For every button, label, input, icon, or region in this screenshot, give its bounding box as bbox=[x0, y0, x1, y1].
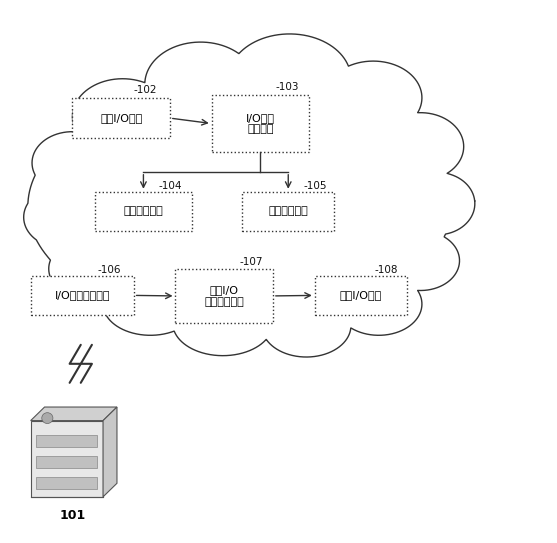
Bar bbox=[95, 192, 192, 231]
Text: -107: -107 bbox=[240, 257, 263, 267]
Text: 新增I/O请求: 新增I/O请求 bbox=[100, 113, 142, 123]
Ellipse shape bbox=[32, 131, 113, 194]
Text: -105: -105 bbox=[304, 181, 327, 191]
Bar bbox=[315, 276, 407, 315]
Bar bbox=[31, 276, 134, 315]
Text: I/O请求执行操作: I/O请求执行操作 bbox=[55, 291, 110, 300]
Ellipse shape bbox=[324, 61, 422, 135]
Ellipse shape bbox=[24, 186, 105, 249]
Text: -108: -108 bbox=[374, 265, 398, 275]
Circle shape bbox=[42, 413, 53, 424]
Ellipse shape bbox=[228, 34, 351, 124]
Ellipse shape bbox=[28, 87, 451, 326]
Text: -104: -104 bbox=[159, 181, 182, 191]
Ellipse shape bbox=[72, 79, 173, 155]
Text: -102: -102 bbox=[134, 85, 157, 95]
Polygon shape bbox=[103, 407, 117, 497]
Ellipse shape bbox=[262, 294, 351, 357]
Text: -103: -103 bbox=[276, 83, 299, 92]
Polygon shape bbox=[31, 421, 103, 497]
Bar bbox=[36, 435, 97, 447]
Text: -106: -106 bbox=[97, 265, 121, 275]
Text: 目标I/O
请求时间信息: 目标I/O 请求时间信息 bbox=[204, 285, 244, 307]
Bar bbox=[72, 98, 170, 138]
Ellipse shape bbox=[173, 291, 273, 356]
Ellipse shape bbox=[145, 42, 256, 126]
Ellipse shape bbox=[382, 231, 460, 291]
Text: 预期停板时间: 预期停板时间 bbox=[124, 206, 163, 216]
Polygon shape bbox=[31, 407, 117, 421]
Bar bbox=[242, 192, 334, 231]
Bar bbox=[212, 95, 309, 152]
Ellipse shape bbox=[400, 172, 475, 235]
Polygon shape bbox=[24, 34, 475, 357]
Text: 目标I/O请求: 目标I/O请求 bbox=[340, 291, 382, 300]
Text: I/O请求
时间信息: I/O请求 时间信息 bbox=[246, 113, 275, 134]
Text: 预期处理时长: 预期处理时长 bbox=[268, 206, 308, 216]
Bar bbox=[175, 269, 273, 323]
Ellipse shape bbox=[378, 113, 464, 181]
Ellipse shape bbox=[335, 273, 422, 335]
Ellipse shape bbox=[103, 273, 198, 335]
Ellipse shape bbox=[49, 238, 135, 300]
Bar bbox=[36, 456, 97, 468]
Text: 101: 101 bbox=[59, 509, 86, 522]
Bar bbox=[36, 477, 97, 489]
